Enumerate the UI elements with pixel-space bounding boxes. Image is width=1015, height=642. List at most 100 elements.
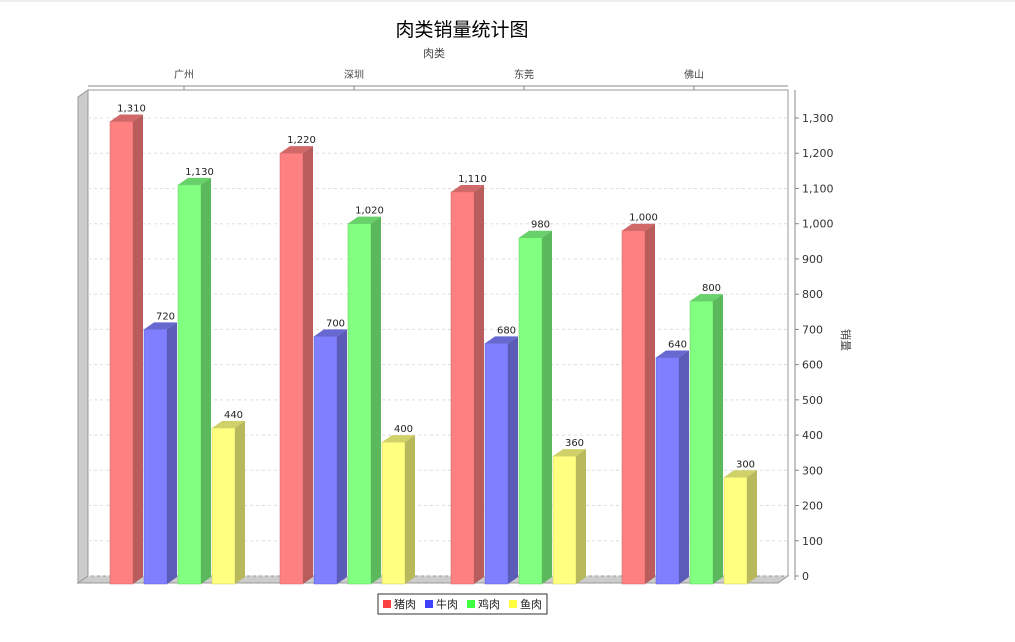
bar-side: [508, 336, 518, 584]
data-label: 300: [736, 459, 755, 470]
bar-side: [303, 146, 313, 584]
bar-top: [348, 216, 381, 224]
bar: [211, 420, 245, 585]
bar-top: [382, 435, 415, 443]
bar-front: [109, 121, 134, 585]
bar: [450, 184, 484, 585]
chart-title: 肉类销量统计图: [395, 19, 528, 41]
data-label: 360: [565, 438, 584, 449]
category-label: 东莞: [514, 68, 534, 81]
value-tick-label: 800: [802, 288, 823, 301]
value-tick-label: 1,300: [802, 112, 834, 125]
category-label: 广州: [174, 69, 194, 81]
bar-side: [713, 294, 723, 584]
bar-front: [211, 427, 236, 585]
bar: [621, 223, 655, 585]
legend-swatch: [467, 600, 475, 608]
bar-top: [690, 294, 723, 302]
bar-side: [474, 184, 484, 584]
bar: [313, 329, 347, 585]
legend-box: [377, 593, 548, 615]
legend-entry: 牛肉: [436, 597, 458, 611]
category-label: 深圳: [344, 69, 364, 81]
value-tick-label: 200: [802, 500, 823, 513]
bar-front: [450, 191, 475, 585]
legend-entry: 鸡肉: [478, 597, 500, 611]
data-label: 440: [224, 410, 243, 421]
bar-top: [622, 223, 655, 231]
bar-top: [110, 114, 143, 122]
value-tick-label: 0: [802, 570, 809, 583]
data-label: 680: [497, 325, 516, 336]
bars: [109, 114, 757, 585]
bar-side: [576, 449, 586, 584]
top-edge: [0, 0, 1015, 2]
value-tick-label: 500: [802, 394, 823, 407]
value-tick-label: 700: [802, 323, 823, 336]
value-axis: 0 100 200 300 400 500 600 700 800 900 1,000 1,100 1,…: [794, 90, 834, 583]
value-tick-label: 600: [802, 359, 823, 372]
bar-top: [212, 420, 245, 428]
bar-top: [485, 336, 518, 344]
data-label: 1,220: [287, 135, 316, 146]
bar-top: [451, 184, 484, 192]
legend-swatch: [509, 600, 517, 608]
bar-front: [655, 357, 680, 585]
bar-front: [621, 230, 646, 585]
bar-top: [724, 470, 757, 478]
bar-side: [235, 420, 245, 584]
bar-top: [553, 449, 586, 457]
bar-front: [689, 300, 714, 585]
bar-top: [280, 146, 313, 154]
value-tick-label: 900: [802, 253, 823, 266]
bar: [484, 336, 518, 585]
value-tick-label: 300: [802, 464, 823, 477]
legend: 猪肉 牛肉 鸡肉 鱼肉: [377, 593, 548, 615]
bar-front: [143, 329, 168, 585]
legend-entry: 猪肉: [394, 598, 416, 611]
bar: [381, 435, 415, 585]
legend-swatch: [383, 600, 391, 608]
bar-front: [518, 237, 543, 585]
bar-side: [645, 223, 655, 584]
y-axis-label: 销量: [839, 329, 853, 351]
bar-side: [747, 470, 757, 584]
bar: [109, 114, 143, 585]
bar-front: [347, 223, 372, 585]
data-label: 720: [156, 311, 175, 322]
bar: [655, 350, 689, 585]
bar-side: [133, 114, 143, 584]
data-label: 640: [668, 340, 687, 351]
data-labels: 1,310 720 1,130 440 1,220 700 1,020 400 1,110 680…: [117, 103, 755, 470]
category-label: 佛山: [684, 68, 704, 81]
bar-top: [656, 350, 689, 358]
data-label: 1,110: [458, 174, 487, 185]
bar-side: [371, 216, 381, 584]
side-wall: [77, 89, 89, 584]
data-label: 1,000: [629, 213, 658, 224]
bar-front: [552, 455, 577, 585]
value-tick-label: 100: [802, 535, 823, 548]
bar: [177, 177, 211, 585]
bar: [552, 449, 586, 585]
data-label: 800: [702, 283, 721, 294]
bar-front: [177, 184, 202, 585]
bar: [518, 230, 552, 585]
bar: [689, 294, 723, 585]
bar-top: [178, 177, 211, 185]
data-label: 400: [394, 424, 413, 435]
bar-side: [679, 350, 689, 584]
bar-front: [313, 336, 338, 585]
legend-swatch: [425, 600, 433, 608]
data-label: 1,020: [355, 206, 384, 217]
bar: [143, 322, 177, 585]
value-tick-label: 400: [802, 429, 823, 442]
bar-top: [144, 322, 177, 330]
bar-front: [381, 441, 406, 585]
bar: [279, 146, 313, 585]
bar-top: [519, 230, 552, 238]
bar-side: [542, 230, 552, 584]
value-tick-label: 1,100: [802, 182, 834, 195]
bar-side: [201, 177, 211, 584]
